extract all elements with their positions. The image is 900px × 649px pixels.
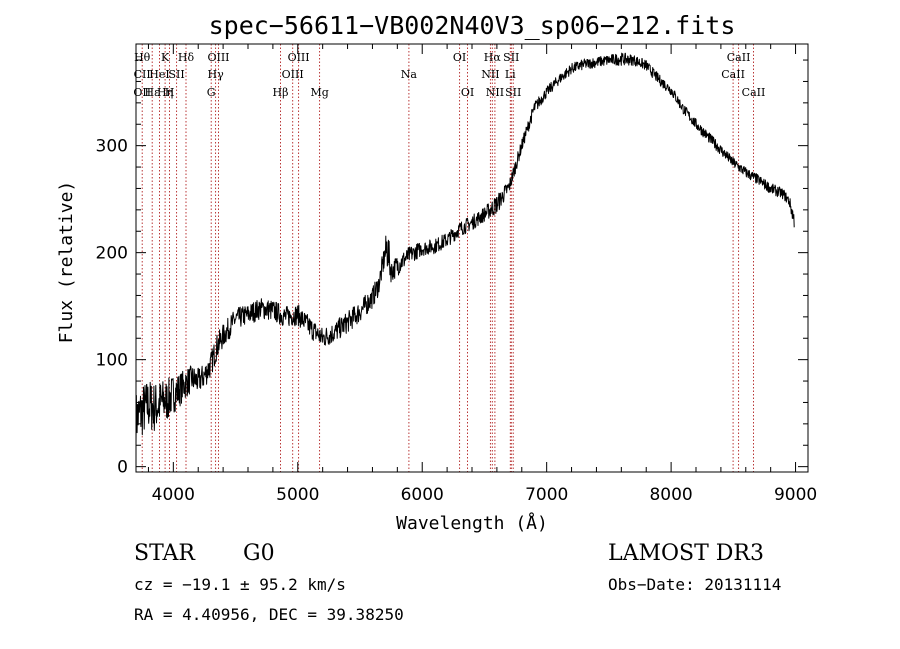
flux-series xyxy=(135,52,795,446)
plot-axes xyxy=(135,43,809,473)
emission-line-label: SII xyxy=(503,51,519,64)
emission-line-label: CaII xyxy=(742,86,766,99)
emission-line-label: CII xyxy=(134,68,151,81)
x-tick-label: 5000 xyxy=(276,485,319,505)
survey-name: LAMOST DR3 xyxy=(608,541,764,566)
x-tick-label: 7000 xyxy=(525,485,568,505)
y-axis-label: Flux (relative) xyxy=(56,181,77,344)
flux-line xyxy=(135,52,795,446)
emission-line-label: HeI xyxy=(149,68,169,81)
x-axis-label: Wavelength (Å) xyxy=(396,512,548,534)
emission-line-label: Hγ xyxy=(208,68,225,81)
emission-line-label: OIII xyxy=(282,68,304,81)
obs-date: Obs−Date: 20131114 xyxy=(608,575,781,594)
x-tick-label: 8000 xyxy=(649,485,692,505)
emission-line-label: Mg xyxy=(310,86,328,99)
emission-line-label: OII xyxy=(133,86,151,99)
emission-line-label: Li xyxy=(505,68,516,81)
redshift-value: cz = −19.1 ± 95.2 km/s xyxy=(134,575,346,594)
tick-labels: 4000 5000 6000 7000 8000 9000 0 100 200 300 xyxy=(96,137,818,505)
emission-line-label: H xyxy=(165,86,175,99)
coordinates: RA = 4.40956, DEC = 39.38250 xyxy=(134,605,404,624)
y-tick-label: 300 xyxy=(96,137,128,157)
emission-line-label: G xyxy=(207,86,216,99)
emission-line-label: Hθ xyxy=(134,51,151,64)
emission-line-label: K xyxy=(161,51,170,64)
emission-line-label: Hη xyxy=(157,86,173,99)
emission-line-label: CaII xyxy=(721,68,745,81)
object-subclass: G0 xyxy=(243,541,275,566)
emission-line-label: Hδ xyxy=(178,51,195,64)
emission-line-label: CaII xyxy=(727,51,751,64)
chart-title: spec−56611−VB002N40V3_sp06−212.fits xyxy=(209,11,736,40)
emission-line-label: OIII xyxy=(207,51,229,64)
x-tick-label: 9000 xyxy=(774,485,817,505)
x-tick-label: 4000 xyxy=(152,485,195,505)
emission-line-label: SII xyxy=(505,86,521,99)
emission-line-label: NII xyxy=(481,68,499,81)
y-tick-label: 0 xyxy=(117,458,128,478)
emission-line-label: SII xyxy=(168,68,184,81)
object-class: STAR xyxy=(134,541,196,566)
emission-line-label: Hβ xyxy=(273,86,289,99)
x-tick-label: 6000 xyxy=(401,485,444,505)
emission-line-markers xyxy=(141,44,754,472)
emission-line-label: NII xyxy=(486,86,504,99)
emission-line-label: Hα xyxy=(484,51,502,64)
emission-line-label: OI xyxy=(453,51,466,64)
y-tick-label: 200 xyxy=(96,244,128,264)
emission-line-label: Na xyxy=(401,68,418,81)
emission-line-label: OI xyxy=(461,86,474,99)
emission-line-label: Hε xyxy=(145,86,161,99)
emission-line-label: OIII xyxy=(288,51,310,64)
y-tick-label: 100 xyxy=(96,351,128,371)
plot-frame xyxy=(135,43,809,473)
